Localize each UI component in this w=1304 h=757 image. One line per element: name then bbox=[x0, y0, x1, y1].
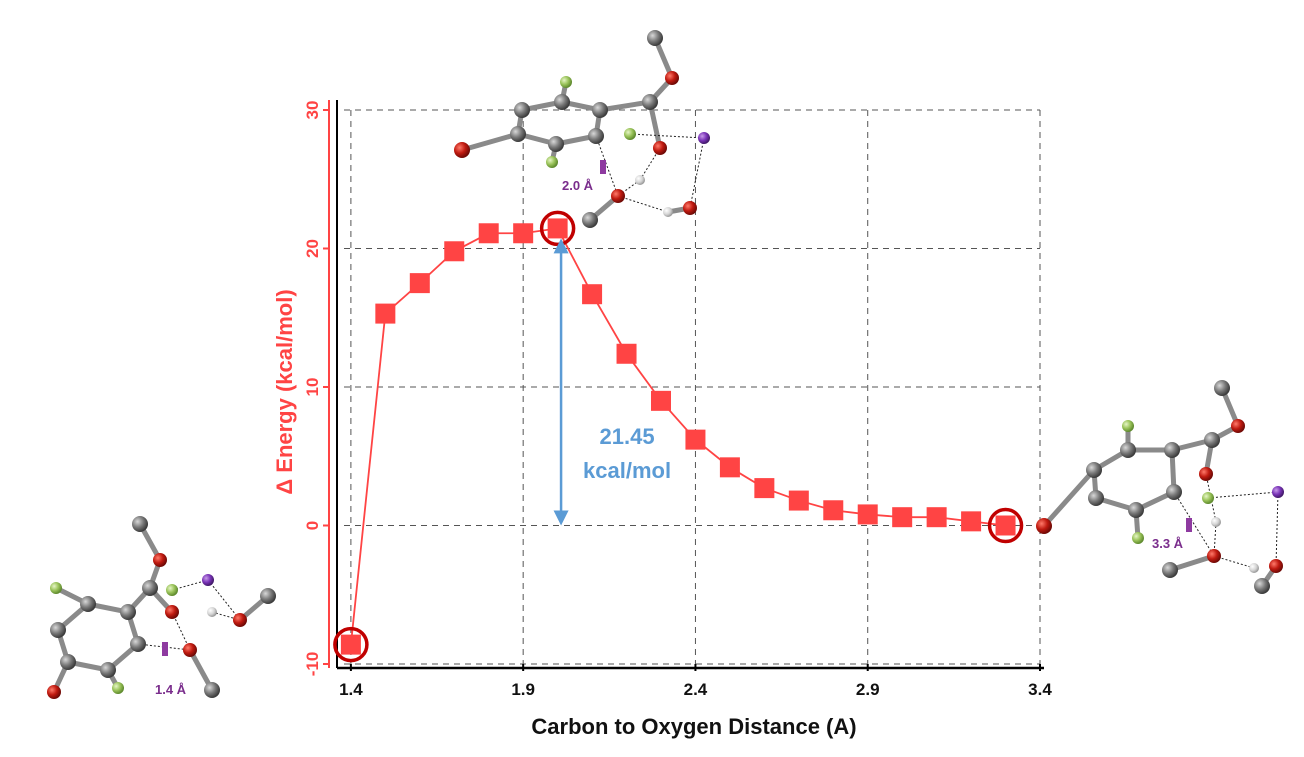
y-tick-label: 30 bbox=[303, 101, 322, 120]
data-point bbox=[685, 429, 706, 450]
molecule-structure-1: 1.4 Å bbox=[47, 516, 276, 699]
y-tick-label: 20 bbox=[303, 239, 322, 258]
distance-label-2: 2.0 Å bbox=[562, 178, 594, 193]
data-point bbox=[926, 507, 947, 528]
data-series bbox=[333, 210, 1024, 663]
data-point bbox=[582, 284, 603, 305]
x-tick-label: 2.4 bbox=[684, 680, 708, 699]
data-point bbox=[340, 634, 361, 655]
distance-marker-icon bbox=[162, 642, 168, 656]
y-tick-label: 10 bbox=[303, 378, 322, 397]
distance-marker-icon bbox=[1186, 518, 1192, 532]
data-point bbox=[513, 223, 534, 244]
data-point bbox=[478, 223, 499, 244]
data-point bbox=[650, 390, 671, 411]
molecule-structure-3: 3.3 Å bbox=[1036, 380, 1284, 594]
data-point bbox=[995, 515, 1016, 536]
data-point bbox=[892, 507, 913, 528]
x-axis-label: Carbon to Oxygen Distance (A) bbox=[531, 714, 856, 739]
data-point bbox=[788, 490, 809, 511]
x-tick-label: 1.9 bbox=[511, 680, 535, 699]
barrier-value-label: 21.45 bbox=[600, 424, 655, 449]
grid-lines bbox=[344, 109, 1041, 665]
series-line bbox=[349, 227, 1006, 645]
data-point bbox=[616, 343, 637, 364]
distance-marker-icon bbox=[600, 160, 606, 174]
data-point bbox=[823, 500, 844, 521]
highlight-circle bbox=[333, 626, 369, 663]
data-point bbox=[409, 273, 430, 294]
y-tick-label: -10 bbox=[303, 652, 322, 677]
x-tick-label: 2.9 bbox=[856, 680, 880, 699]
data-point bbox=[961, 511, 982, 532]
data-point bbox=[857, 504, 878, 525]
data-point bbox=[754, 478, 775, 499]
axes: 1.4 1.9 2.4 2.9 3.4 -10 0 10 20 30 bbox=[303, 100, 1052, 699]
data-point bbox=[719, 457, 740, 478]
barrier-unit-label: kcal/mol bbox=[583, 458, 671, 483]
x-tick-label: 1.4 bbox=[339, 680, 363, 699]
barrier-annotation: 21.45 kcal/mol bbox=[553, 238, 671, 526]
molecule-structure-2: 2.0 Å bbox=[454, 30, 710, 228]
distance-label-3: 3.3 Å bbox=[1152, 536, 1184, 551]
highlight-circle bbox=[987, 507, 1024, 544]
data-point bbox=[375, 303, 396, 324]
y-tick-label: 0 bbox=[303, 521, 322, 530]
x-tick-label: 3.4 bbox=[1028, 680, 1052, 699]
data-point bbox=[547, 218, 568, 239]
distance-label-1: 1.4 Å bbox=[155, 682, 187, 697]
y-axis-label: Δ Energy (kcal/mol) bbox=[272, 289, 297, 494]
data-point bbox=[444, 241, 465, 262]
